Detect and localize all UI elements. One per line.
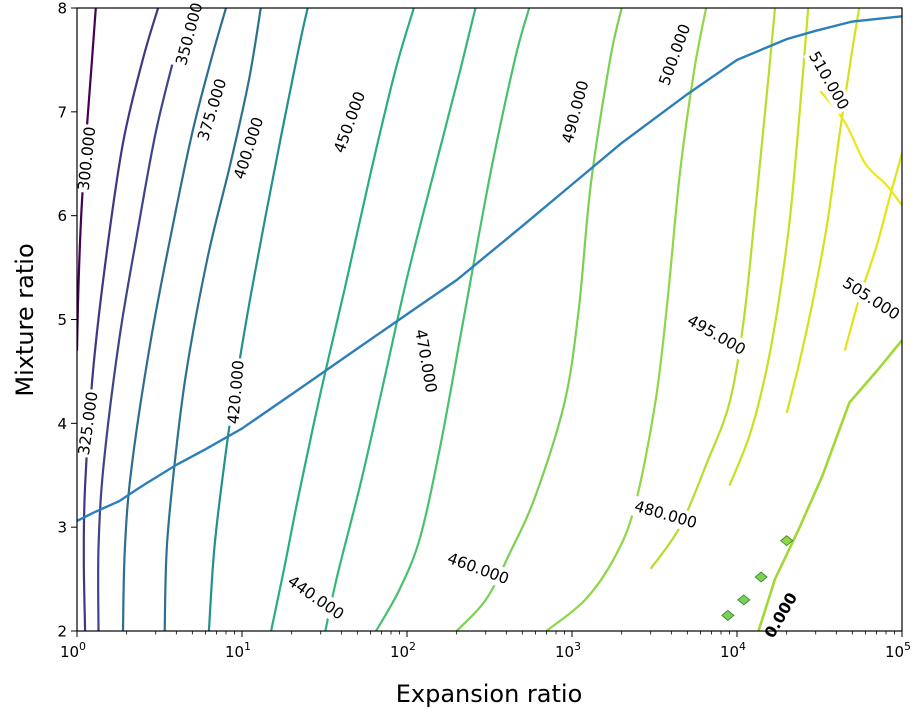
contour-line-400.000 <box>163 8 262 631</box>
contour-line-325.000 <box>82 8 160 631</box>
contour-label-450.000: 450.000 <box>330 89 369 155</box>
contour-line-505.000 <box>843 153 902 351</box>
contour-label-bg <box>170 0 208 70</box>
contour-label-bg <box>73 123 101 194</box>
contour-label-bg <box>557 76 594 148</box>
contour-lines <box>77 8 902 631</box>
contour-label-400.000: 400.000 <box>230 115 267 182</box>
contour-line-480.000 <box>545 8 708 631</box>
contour-line-470.000 <box>455 8 623 631</box>
contour-label-490.000: 490.000 <box>559 79 593 146</box>
y-tick-label: 3 <box>57 519 67 537</box>
contour-labels: 300.000325.000350.000375.000400.000420.0… <box>73 0 906 642</box>
contour-label-bg <box>681 309 751 361</box>
contour-label-bg <box>630 495 702 534</box>
contour-line-495.000 <box>728 8 810 487</box>
contour-label-bg <box>228 112 269 184</box>
x-tick-label: 105 <box>885 640 911 661</box>
contour-label-bg <box>410 325 442 397</box>
contour-label-500.000: 500.000 <box>655 22 694 88</box>
x-axis-label: Expansion ratio <box>396 680 583 708</box>
contour-label-bg <box>328 86 371 158</box>
y-tick-label: 7 <box>57 103 67 121</box>
y-axis-label: Mixture ratio <box>11 243 39 396</box>
contour-label-440.000: 440.000 <box>284 572 347 624</box>
contour-label-bg <box>837 271 906 326</box>
y-tick-label: 4 <box>57 415 67 433</box>
contour-label-480.000: 480.000 <box>632 497 699 532</box>
x-tick-label: 103 <box>555 640 581 661</box>
contour-label-bg <box>803 46 855 116</box>
contour-island-marker <box>737 594 751 606</box>
contour-label-bg <box>73 388 103 459</box>
contour-label-420.000: 420.000 <box>224 359 248 424</box>
contour-label-bg <box>282 570 350 626</box>
contour-label-460.000: 460.000 <box>445 549 511 588</box>
y-tick-label: 6 <box>57 207 67 225</box>
contour-label-375.000: 375.000 <box>194 76 230 143</box>
x-tick-label: 102 <box>390 640 416 661</box>
x-tick-label: 100 <box>60 640 86 661</box>
overlapping-contour-label: 0.000 <box>761 590 801 642</box>
feasibility-boundary-line <box>757 339 902 631</box>
contour-label-bg <box>653 19 696 91</box>
contour-label-bg <box>192 74 232 146</box>
y-tick-label: 2 <box>57 623 67 641</box>
contour-island-marker <box>780 535 794 547</box>
contour-island-marker <box>721 609 735 621</box>
contour-label-bg <box>223 357 249 427</box>
overlay-lines <box>77 15 902 631</box>
x-tick-label: 104 <box>720 640 746 661</box>
optimum-mixture-line <box>77 15 902 522</box>
x-tick-label: 101 <box>225 640 251 661</box>
x-axis-ticks: 100 101 102 103 104 105 <box>60 631 911 661</box>
y-tick-label: 5 <box>57 311 67 329</box>
contour-island-marker <box>754 571 768 583</box>
y-tick-label: 8 <box>57 0 67 18</box>
contour-line-440.000 <box>270 8 415 631</box>
contour-label-bg <box>442 547 514 590</box>
contour-line-500.000 <box>785 8 861 414</box>
contour-label-495.000: 495.000 <box>684 311 749 359</box>
contour-label-510.000: 510.000 <box>805 48 853 113</box>
contour-label-300.000: 300.000 <box>75 126 100 192</box>
contour-line-375.000 <box>121 8 228 631</box>
contour-line-450.000 <box>324 8 477 631</box>
contour-line-420.000 <box>207 8 309 631</box>
contour-label-350.000: 350.000 <box>172 1 206 68</box>
contour-line-350.000 <box>97 8 191 631</box>
y-axis-ticks: 2 3 4 5 6 7 8 <box>57 0 77 641</box>
contour-label-505.000: 505.000 <box>839 274 903 324</box>
contour-line-460.000 <box>375 8 531 631</box>
